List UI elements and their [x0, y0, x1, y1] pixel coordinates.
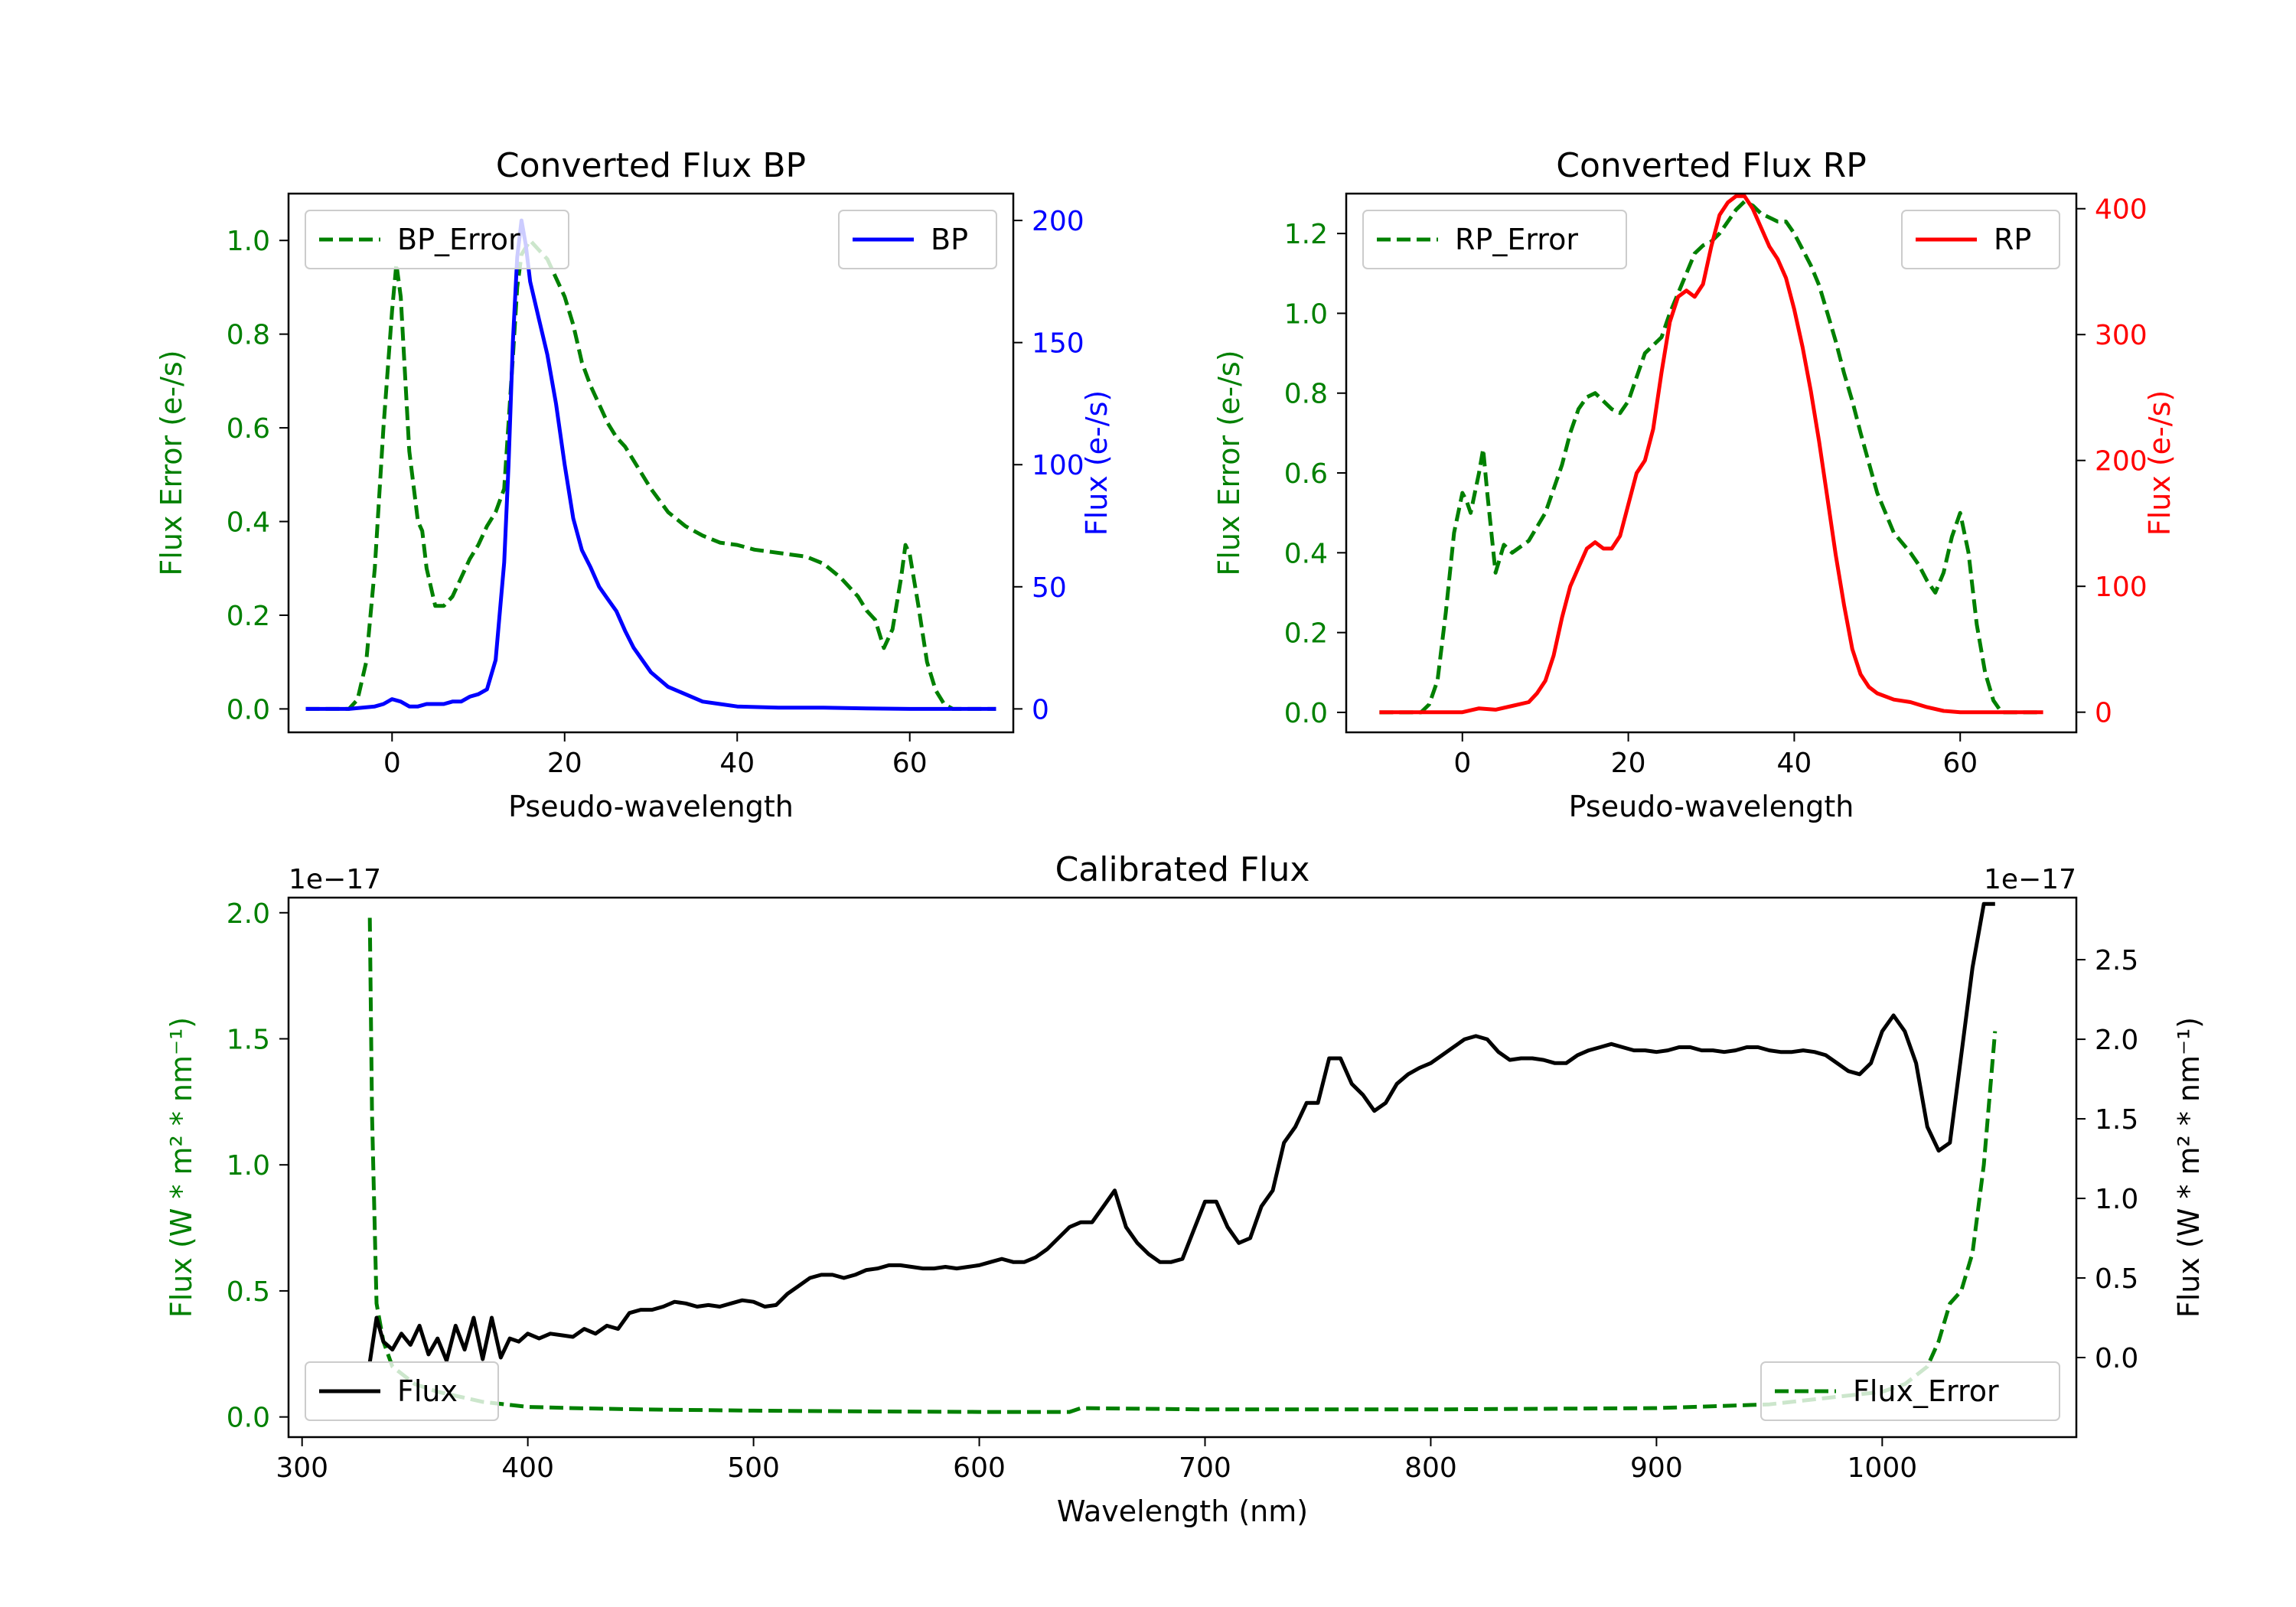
x-axis-label: Wavelength (nm) — [1057, 1495, 1308, 1528]
y-right-tick-label: 100 — [1032, 450, 1084, 481]
series-line-flux — [367, 901, 1995, 1363]
y-right-offset-label: 1e−17 — [1984, 864, 2076, 895]
legend-frame — [838, 210, 997, 269]
y-right-tick-label: 100 — [2095, 572, 2148, 603]
y-right-tick-label: 0.0 — [2095, 1343, 2138, 1374]
y-right-tick-label: 0.5 — [2095, 1263, 2138, 1295]
y-left-tick-label: 1.5 — [227, 1024, 270, 1055]
x-tick-label: 40 — [1777, 748, 1812, 779]
y-right-tick-label: 0 — [1032, 694, 1049, 725]
x-tick-label: 0 — [383, 748, 401, 779]
y-right-tick-label: 1.5 — [2095, 1104, 2138, 1136]
y-right-axis-label: Flux (W * m² * nm⁻¹) — [2172, 1017, 2206, 1318]
y-left-tick-label: 0.6 — [227, 413, 270, 445]
x-tick-label: 500 — [727, 1452, 780, 1484]
y-left-tick-label: 1.0 — [227, 226, 270, 257]
x-axis-label: Pseudo-wavelength — [508, 790, 794, 823]
y-left-tick-label: 0.5 — [227, 1276, 270, 1308]
legend-frame — [1901, 210, 2060, 269]
legend-label: Flux — [397, 1374, 458, 1408]
legend-frame — [1760, 1361, 2060, 1421]
y-left-tick-label: 0.0 — [227, 1403, 270, 1434]
y-left-tick-label: 0.4 — [1284, 538, 1328, 569]
chart-title: Converted Flux RP — [1556, 146, 1867, 185]
y-left-tick-label: 0.0 — [227, 694, 270, 725]
legend-right: BP — [838, 210, 997, 269]
x-tick-label: 20 — [1611, 748, 1646, 779]
x-tick-label: 900 — [1630, 1452, 1683, 1484]
series-line-flux-error — [367, 918, 1998, 1414]
x-axis-label: Pseudo-wavelength — [1569, 790, 1854, 823]
legend-label: Flux_Error — [1853, 1374, 1999, 1408]
x-tick-label: 800 — [1404, 1452, 1457, 1484]
y-right-tick-label: 50 — [1032, 572, 1067, 604]
y-left-tick-label: 0.8 — [1284, 379, 1328, 410]
y-left-offset-label: 1e−17 — [289, 864, 381, 895]
y-right-axis-label: Flux (e-/s) — [1080, 390, 1114, 536]
legend-label: BP_Error — [397, 223, 520, 256]
y-left-tick-label: 0.8 — [227, 320, 270, 351]
y-right-axis-label: Flux (e-/s) — [2143, 390, 2177, 536]
series-line-bp-error — [305, 238, 996, 711]
y-right-tick-label: 150 — [1032, 328, 1084, 360]
y-left-axis-label: Flux (W * m² * nm⁻¹) — [165, 1017, 198, 1318]
y-left-tick-label: 0.4 — [227, 507, 270, 539]
y-left-tick-label: 0.2 — [227, 601, 270, 632]
y-right-tick-label: 400 — [2095, 194, 2148, 226]
x-tick-label: 600 — [953, 1452, 1006, 1484]
y-left-tick-label: 2.0 — [227, 898, 270, 930]
y-right-tick-label: 0 — [2095, 698, 2112, 729]
panel-1: Converted Flux BP 0 20 40 60 Pseudo-wavelengt… — [155, 146, 1114, 823]
x-tick-label: 0 — [1453, 748, 1471, 779]
legend-frame — [1362, 210, 1627, 269]
y-right-tick-label: 200 — [2095, 446, 2148, 478]
legend-label: BP — [931, 223, 968, 256]
legend-label: RP_Error — [1455, 223, 1578, 256]
chart-title: Calibrated Flux — [1055, 850, 1310, 889]
legend-frame — [305, 210, 569, 269]
axes-frame — [287, 896, 2078, 1439]
chart-title: Converted Flux BP — [496, 146, 806, 185]
series-line-rp — [1379, 194, 2043, 715]
y-left-tick-label: 0.0 — [1284, 698, 1328, 729]
legend-label: RP — [1994, 223, 2031, 256]
x-tick-label: 60 — [892, 748, 928, 779]
y-right-tick-label: 2.0 — [2095, 1025, 2138, 1056]
x-tick-label: 1000 — [1848, 1452, 1918, 1484]
axes-frame — [287, 192, 1015, 734]
x-tick-label: 40 — [719, 748, 755, 779]
panel-2: Converted Flux RP 0 20 40 60 Pseudo-wavelengt… — [1212, 146, 2177, 823]
series-line-rp-error — [1379, 199, 2043, 715]
legend-frame — [305, 1361, 499, 1421]
legend-right: RP — [1901, 210, 2060, 269]
y-right-tick-label: 200 — [1032, 206, 1084, 237]
legend-left: BP_Error — [305, 210, 569, 269]
legend-left: Flux — [305, 1361, 499, 1421]
axes-frame — [1345, 192, 2078, 734]
x-tick-label: 300 — [276, 1452, 328, 1484]
y-right-tick-label: 300 — [2095, 320, 2148, 351]
y-left-tick-label: 0.2 — [1284, 618, 1328, 650]
x-tick-label: 60 — [1942, 748, 1978, 779]
series-line-bp — [305, 218, 996, 711]
y-left-axis-label: Flux Error (e-/s) — [1212, 350, 1246, 575]
y-left-tick-label: 1.0 — [1284, 298, 1328, 330]
y-left-tick-label: 0.6 — [1284, 458, 1328, 490]
x-tick-label: 400 — [501, 1452, 554, 1484]
legend-right: Flux_Error — [1760, 1361, 2060, 1421]
x-tick-label: 20 — [547, 748, 582, 779]
y-left-tick-label: 1.0 — [227, 1150, 270, 1182]
y-right-tick-label: 1.0 — [2095, 1184, 2138, 1215]
x-tick-label: 700 — [1179, 1452, 1231, 1484]
y-right-tick-label: 2.5 — [2095, 945, 2138, 976]
y-left-tick-label: 1.2 — [1284, 219, 1328, 250]
y-left-axis-label: Flux Error (e-/s) — [155, 350, 188, 575]
panel-3: Calibrated Flux 300 400 500 600 700 800 900 1000… — [165, 850, 2206, 1528]
legend-left: RP_Error — [1362, 210, 1627, 269]
